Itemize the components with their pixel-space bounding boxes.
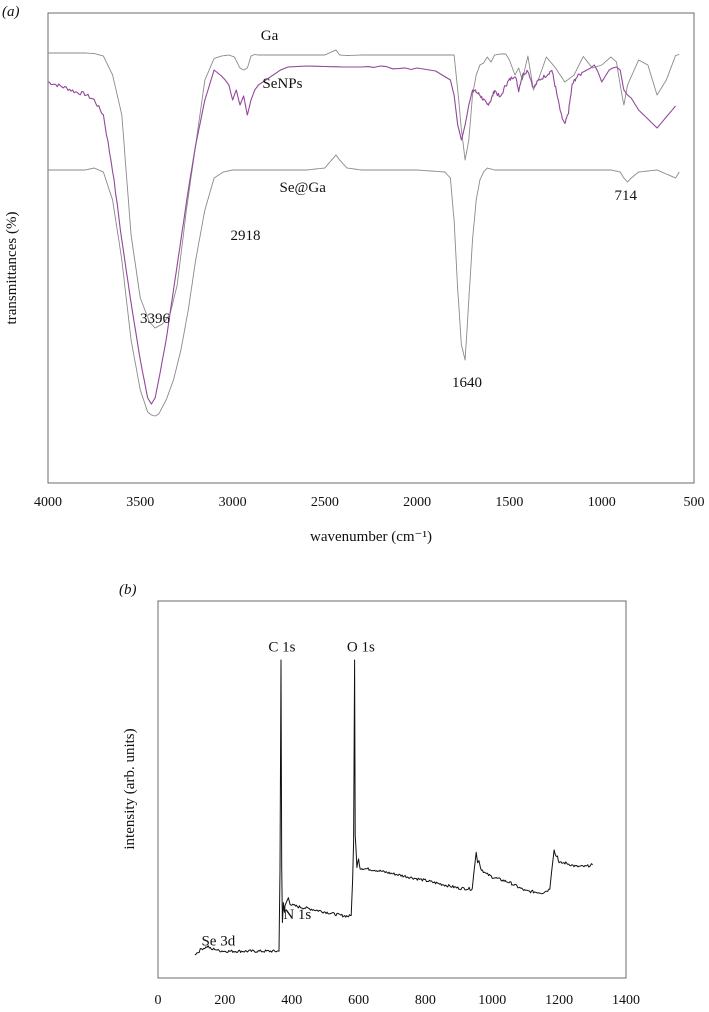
chart-b-x-tick-0: 0: [155, 993, 162, 1008]
chart-b-panel-label: (b): [119, 582, 137, 598]
chart-b-x-tick-400: 400: [281, 993, 302, 1008]
chart-a-x-axis-title: wavenumber (cm⁻¹): [310, 529, 432, 545]
chart-a-annotation-se-ga: Se@Ga: [280, 180, 327, 196]
chart-b-x-tick-1400: 1400: [612, 993, 640, 1008]
chart-a-x-tick-2000: 2000: [403, 495, 431, 510]
chart-a-series-senps: [47, 64, 676, 405]
chart-b-annotation-n-1s: N 1s: [283, 907, 311, 923]
chart-a-series-group: [47, 49, 680, 417]
chart-a-x-tick-500: 500: [684, 495, 705, 510]
chart-b-annotation-c-1s: C 1s: [268, 639, 295, 655]
chart-b-x-ticks: 0 200 400 600 800 1000 1200 1400: [155, 993, 641, 1008]
chart-b-annotation-o-1s: O 1s: [347, 639, 375, 655]
chart-a-x-tick-1000: 1000: [588, 495, 616, 510]
chart-a-plot-frame: [47, 12, 695, 484]
chart-b-plot-frame: [157, 600, 627, 979]
chart-a-x-tick-4000: 4000: [34, 495, 62, 510]
chart-b-series-xps-spectrum: [194, 659, 593, 956]
chart-a-x-tick-3000: 3000: [219, 495, 247, 510]
chart-a-series-se-ga: [48, 154, 680, 417]
chart-b-annotations: C 1s O 1s N 1s Se 3d: [201, 639, 374, 949]
chart-b-annotation-se-3d: Se 3d: [201, 933, 235, 949]
chart-a-x-tick-2500: 2500: [311, 495, 339, 510]
chart-b-x-tick-600: 600: [348, 993, 369, 1008]
chart-b-x-tick-800: 800: [415, 993, 436, 1008]
chart-a-y-axis-title: transmittances (%): [4, 212, 20, 325]
chart-a-annotation-714: 714: [614, 188, 637, 204]
chart-a: (a) 4000 3500 3000 2500 2000 1500 1000 500 Ga Se…: [2, 4, 705, 545]
chart-b-x-tick-200: 200: [214, 993, 235, 1008]
chart-a-x-ticks: 4000 3500 3000 2500 2000 1500 1000 500: [34, 495, 705, 510]
chart-b-x-tick-1000: 1000: [478, 993, 506, 1008]
chart-a-x-tick-1500: 1500: [495, 495, 523, 510]
chart-a-annotation-senps: SeNPs: [262, 76, 302, 92]
chart-a-panel-label: (a): [2, 4, 20, 20]
chart-a-series-ga: [48, 49, 680, 329]
chart-b-series-group: [194, 659, 593, 956]
chart-a-annotations: Ga SeNPs Se@Ga 2918 3396 1640 714: [140, 28, 637, 391]
chart-b-x-tick-1200: 1200: [545, 993, 573, 1008]
chart-a-x-tick-3500: 3500: [126, 495, 154, 510]
chart-b: (b) 0 200 400 600 800 1000 1200 1400 C 1s O 1s N …: [119, 582, 640, 1008]
chart-a-annotation-1640: 1640: [452, 375, 482, 391]
chart-a-annotation-ga: Ga: [261, 28, 279, 44]
chart-b-y-axis-title: intensity (arb. units): [122, 728, 138, 849]
chart-a-annotation-3396: 3396: [140, 311, 171, 327]
chart-a-annotation-2918: 2918: [230, 228, 260, 244]
